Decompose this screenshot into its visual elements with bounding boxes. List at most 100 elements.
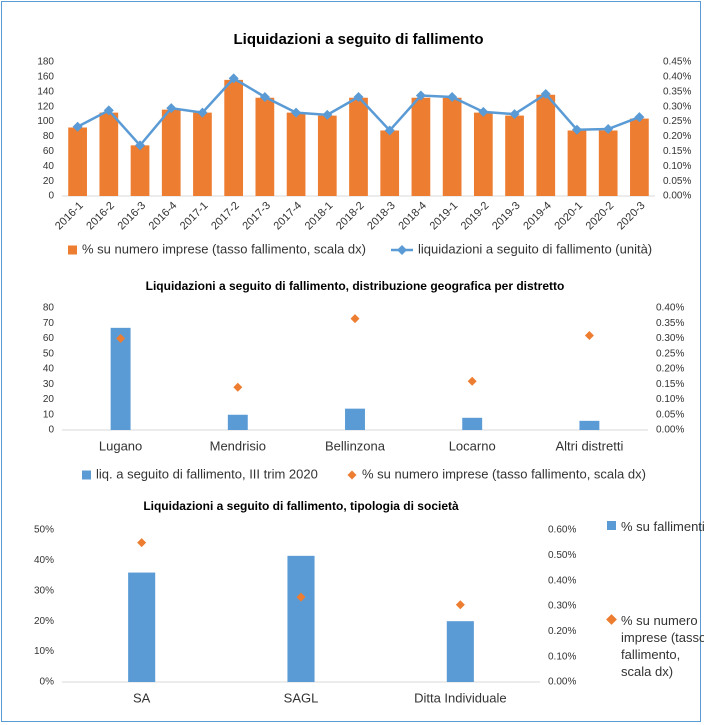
x-tick-label: Altri distretti: [555, 438, 623, 453]
y-tick-label: 80: [43, 131, 55, 142]
x-tick-label: 2017-4: [272, 200, 305, 233]
x-tick-label: Bellinzona: [325, 438, 386, 453]
x-tick-label: 2019-3: [490, 200, 523, 233]
line-marker: [166, 103, 177, 114]
y2-tick-label: 0.40%: [656, 303, 684, 314]
x-tick-label: 2017-3: [240, 200, 273, 233]
y2-tick-label: 0.30%: [548, 601, 576, 612]
y-tick-label: 40: [43, 161, 55, 172]
bar: [442, 97, 462, 196]
bar: [317, 115, 337, 196]
chart-title: Liquidazioni a seguito di fallimento: [233, 31, 483, 48]
x-tick-label: Ditta Individuale: [414, 690, 507, 705]
bar: [462, 417, 483, 430]
y2-tick-label: 0.10%: [548, 651, 576, 662]
y2-tick-label: 0.10%: [663, 161, 691, 172]
x-tick-label: Mendrisio: [210, 438, 266, 453]
y2-tick-label: 0.15%: [656, 379, 684, 390]
line-marker: [384, 125, 395, 136]
line-marker: [415, 90, 426, 101]
line-marker: [322, 109, 333, 120]
line-marker: [603, 124, 614, 134]
y2-tick-label: 0.00%: [663, 191, 691, 202]
point: [455, 600, 465, 610]
point: [584, 330, 594, 340]
x-tick-label: 2019-1: [428, 200, 461, 233]
bar: [110, 327, 131, 430]
x-tick-label: 2016-4: [147, 200, 180, 233]
line-marker: [135, 140, 146, 151]
y-tick-label: 0: [48, 191, 54, 202]
bar: [224, 79, 244, 196]
x-tick-label: 2016-2: [84, 200, 117, 233]
y2-tick-label: 0.30%: [663, 101, 691, 112]
line-marker: [291, 107, 302, 118]
x-tick-label: 2017-1: [178, 200, 211, 233]
y-tick-label: 30%: [34, 585, 54, 596]
legend-label: liq. a seguito di fallimento, III trim 2…: [96, 466, 318, 481]
line-marker: [197, 107, 208, 118]
bar: [99, 112, 119, 196]
legend-swatch: [82, 470, 91, 480]
y-tick-label: 50%: [34, 525, 54, 536]
y-tick-label: 60: [43, 146, 55, 157]
x-tick-label: 2020-1: [552, 200, 585, 233]
legend-item: % su fallimenti: [607, 518, 704, 535]
bar: [130, 145, 150, 196]
bar: [345, 408, 365, 430]
x-tick-label: 2018-2: [334, 200, 367, 233]
y2-tick-label: 0.20%: [663, 131, 691, 142]
y2-tick-label: 0.40%: [663, 72, 691, 83]
y2-tick-label: 0.50%: [548, 550, 576, 561]
line-marker: [478, 106, 489, 117]
legend-swatch: [607, 521, 616, 530]
y-tick-label: 30: [43, 379, 55, 390]
line-marker: [447, 91, 458, 102]
line-marker: [540, 89, 551, 100]
bar: [579, 420, 600, 430]
y2-tick-label: 0.35%: [656, 318, 684, 329]
x-tick-label: 2019-4: [521, 200, 554, 233]
y-tick-label: 180: [37, 57, 54, 68]
point: [467, 376, 477, 386]
x-tick-label: 2019-2: [459, 200, 492, 233]
y2-tick-label: 0.20%: [656, 364, 684, 375]
bar: [567, 130, 587, 196]
y2-tick-label: 0.10%: [656, 394, 684, 405]
x-tick-label: 2016-1: [53, 200, 86, 233]
line-marker: [228, 73, 239, 84]
legend-label: % su numero imprese (tasso fallimento, s…: [82, 241, 366, 256]
y2-tick-label: 0.05%: [663, 176, 691, 187]
bar: [255, 97, 275, 196]
y2-tick-label: 0.25%: [656, 348, 684, 359]
y2-tick-label: 0.60%: [548, 525, 576, 536]
legend-label: % su numero imprese (tasso fallimento, s…: [362, 466, 646, 481]
y-tick-label: 40: [43, 364, 55, 375]
bar: [193, 112, 212, 196]
y2-tick-label: 0.25%: [663, 116, 691, 127]
legend-swatch: [606, 614, 617, 625]
y-tick-label: 70: [43, 318, 55, 329]
bar: [128, 572, 156, 682]
x-tick-label: 2016-3: [115, 200, 148, 233]
y2-tick-label: 0.15%: [663, 146, 691, 157]
bar: [287, 555, 315, 682]
point: [350, 314, 360, 324]
y-tick-label: 10%: [34, 646, 54, 657]
y-tick-label: 20: [43, 176, 55, 187]
y-tick-label: 0: [48, 425, 54, 436]
y2-tick-label: 0.00%: [656, 425, 684, 436]
x-tick-label: 2020-3: [615, 200, 648, 233]
legend-swatch: [347, 470, 357, 480]
y2-tick-label: 0.40%: [548, 575, 576, 586]
y2-tick-label: 0.35%: [663, 86, 691, 97]
x-tick-label: Lugano: [99, 438, 142, 453]
line-marker: [571, 124, 582, 135]
point: [296, 592, 306, 602]
y2-tick-label: 0.20%: [548, 626, 576, 637]
line-marker: [353, 91, 364, 102]
legend-label: % su numero imprese (tasso fallimento, s…: [621, 613, 704, 679]
x-tick-label: SAGL: [284, 690, 319, 705]
y-tick-label: 20%: [34, 616, 54, 627]
